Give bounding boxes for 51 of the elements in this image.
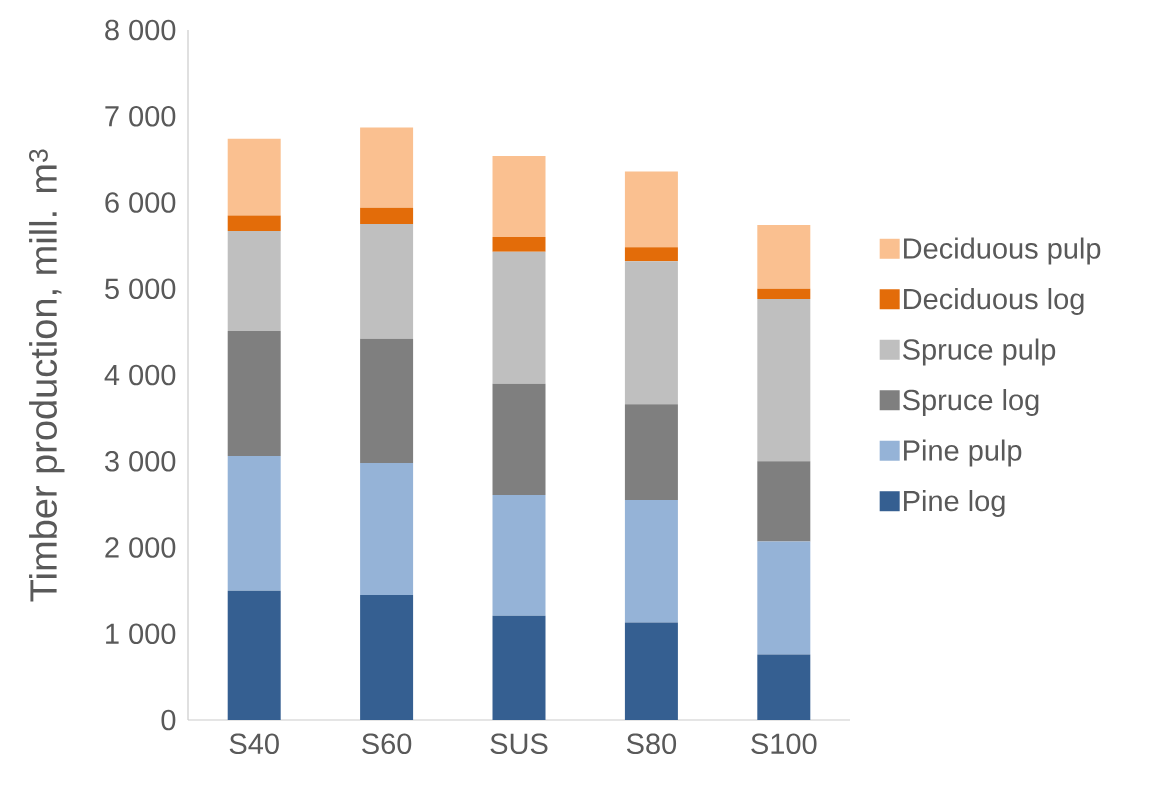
legend-label: Deciduous pulp — [904, 237, 1101, 265]
y-tick-label: 7 000 — [105, 105, 176, 127]
bar — [492, 383, 546, 495]
bar — [624, 500, 678, 623]
bar — [757, 461, 811, 542]
bar — [360, 338, 414, 463]
bar — [227, 215, 281, 231]
legend-label: Pine pulp — [904, 439, 1022, 467]
y-tick-label: 0 — [161, 709, 176, 731]
x-tick-label: S100 — [751, 733, 817, 755]
bar — [492, 251, 546, 384]
y-tick-label: 3 000 — [105, 450, 176, 472]
y-axis-title: Timber production, mill. m$^{3}$ — [29, 149, 65, 602]
x-tick-label: S60 — [362, 733, 412, 755]
legend-label: Spruce log — [902, 388, 1039, 417]
bar — [624, 404, 678, 501]
bar — [624, 261, 678, 405]
bar — [360, 207, 414, 225]
bar — [624, 171, 678, 248]
y-tick-label: 5 000 — [105, 278, 176, 300]
bar — [227, 456, 281, 591]
bar — [227, 138, 281, 216]
bar — [624, 247, 678, 262]
bar — [360, 224, 414, 339]
y-tick-label: 4 000 — [104, 364, 176, 386]
bar — [492, 237, 546, 252]
y-tick-label: 2 000 — [105, 537, 176, 558]
bar — [757, 654, 811, 720]
legend-label: Spruce pulp — [902, 338, 1056, 366]
bar — [360, 127, 414, 208]
x-tick-label: S80 — [626, 733, 677, 755]
bar — [757, 541, 811, 655]
bar — [227, 331, 281, 457]
y-tick-label: 6 000 — [105, 192, 176, 213]
bar — [227, 230, 281, 332]
bar — [757, 224, 811, 289]
bar — [624, 622, 678, 720]
bar — [757, 299, 811, 462]
y-tick-label: 1 000 — [106, 623, 176, 645]
legend-label: Pine log — [904, 489, 1005, 518]
bar — [492, 155, 546, 237]
bar — [227, 590, 281, 720]
legend-label: Deciduous log — [904, 288, 1084, 316]
x-tick-label: S40 — [229, 733, 279, 755]
bar — [492, 494, 546, 616]
x-tick-label: SUS — [490, 733, 548, 755]
bar — [757, 288, 811, 300]
bar — [492, 615, 546, 720]
bar — [360, 462, 414, 595]
y-tick-label: 8 000 — [105, 19, 176, 41]
bar — [360, 594, 414, 720]
